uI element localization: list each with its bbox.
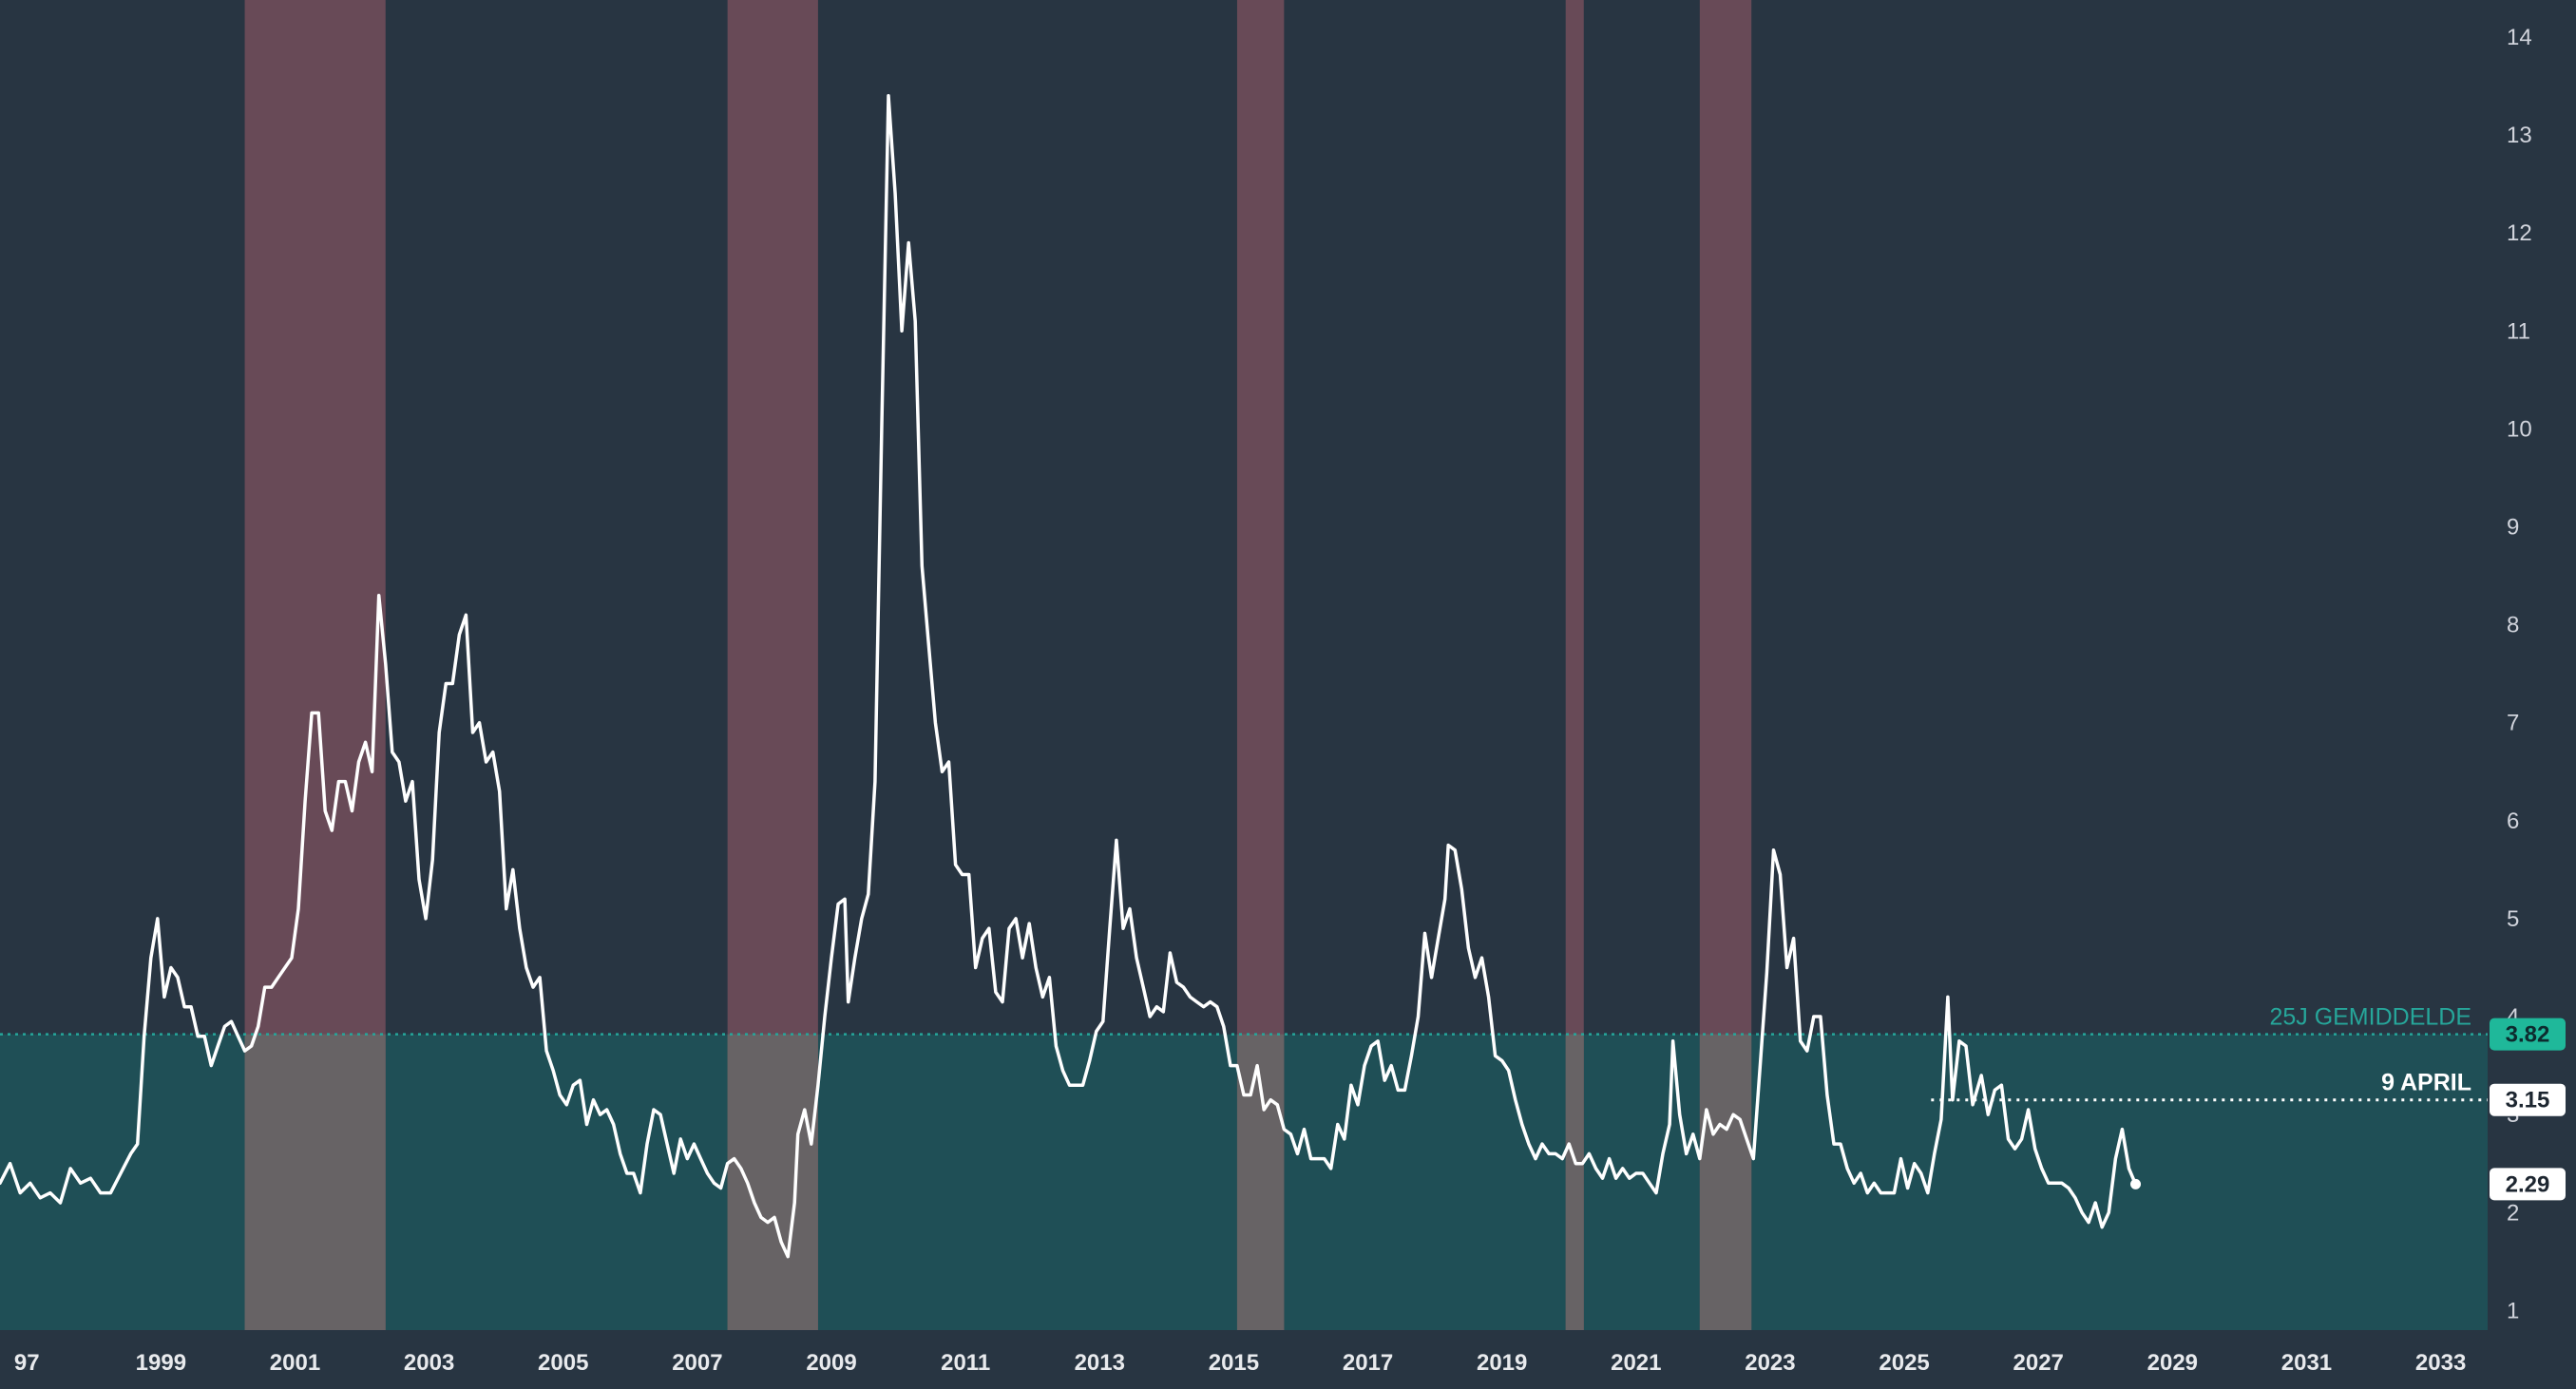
y-tick-label-5: 5 <box>2507 906 2519 932</box>
y-tick-label-6: 6 <box>2507 809 2519 834</box>
series-line <box>0 94 2138 1259</box>
recession-band-3 <box>1565 0 1584 1330</box>
y-tick-label-7: 7 <box>2507 711 2519 736</box>
x-tick-label-18: 2033 <box>2415 1350 2466 1376</box>
average-label: 25J GEMIDDELDE <box>2269 1004 2471 1031</box>
x-tick-label-9: 2015 <box>1209 1350 1259 1376</box>
last-point <box>2130 1178 2142 1189</box>
x-tick-label-0: 97 <box>14 1350 40 1376</box>
recession-band-lower-3 <box>1565 1034 1584 1330</box>
average-value-badge-bg <box>2490 1018 2566 1051</box>
recession-band-lower-4 <box>1699 1034 1752 1330</box>
x-tick-label-5: 2007 <box>672 1350 722 1376</box>
x-tick-label-7: 2011 <box>941 1350 990 1376</box>
x-tick-label-1: 1999 <box>136 1350 186 1376</box>
x-tick-label-15: 2027 <box>2013 1350 2064 1376</box>
y-tick-label-9: 9 <box>2507 514 2519 540</box>
marker-value-badge-bg <box>2490 1083 2566 1116</box>
x-tick-label-8: 2013 <box>1075 1350 1125 1376</box>
marker-label: 9 APRIL <box>2381 1070 2471 1096</box>
x-tick-label-2: 2001 <box>270 1350 320 1376</box>
y-tick-label-2: 2 <box>2507 1200 2519 1226</box>
x-tick-label-17: 2031 <box>2281 1350 2332 1376</box>
x-tick-label-6: 2009 <box>806 1350 856 1376</box>
y-tick-label-13: 13 <box>2507 123 2532 148</box>
x-tick-label-10: 2017 <box>1343 1350 1393 1376</box>
average-value-badge: 3.82 <box>2506 1022 2550 1048</box>
y-tick-label-11: 11 <box>2507 318 2530 344</box>
last-value-badge-bg <box>2490 1168 2566 1201</box>
recession-band-lower-1 <box>727 1034 818 1330</box>
y-tick-label-10: 10 <box>2507 416 2532 442</box>
y-tick-label-12: 12 <box>2507 220 2532 246</box>
x-tick-label-16: 2029 <box>2147 1350 2198 1376</box>
x-tick-label-3: 2003 <box>404 1350 454 1376</box>
y-tick-label-8: 8 <box>2507 613 2519 638</box>
x-tick-label-11: 2019 <box>1477 1350 1527 1376</box>
recession-band-lower-0 <box>244 1034 386 1330</box>
y-tick-label-1: 1 <box>2507 1298 2519 1323</box>
y-tick-label-14: 14 <box>2507 25 2532 50</box>
last-value-badge: 2.29 <box>2506 1171 2550 1197</box>
x-tick-label-4: 2005 <box>538 1350 588 1376</box>
x-tick-label-12: 2021 <box>1611 1350 1661 1376</box>
x-tick-label-13: 2023 <box>1745 1350 1795 1376</box>
x-tick-label-14: 2025 <box>1879 1350 1929 1376</box>
marker-value-badge: 3.15 <box>2506 1088 2550 1113</box>
